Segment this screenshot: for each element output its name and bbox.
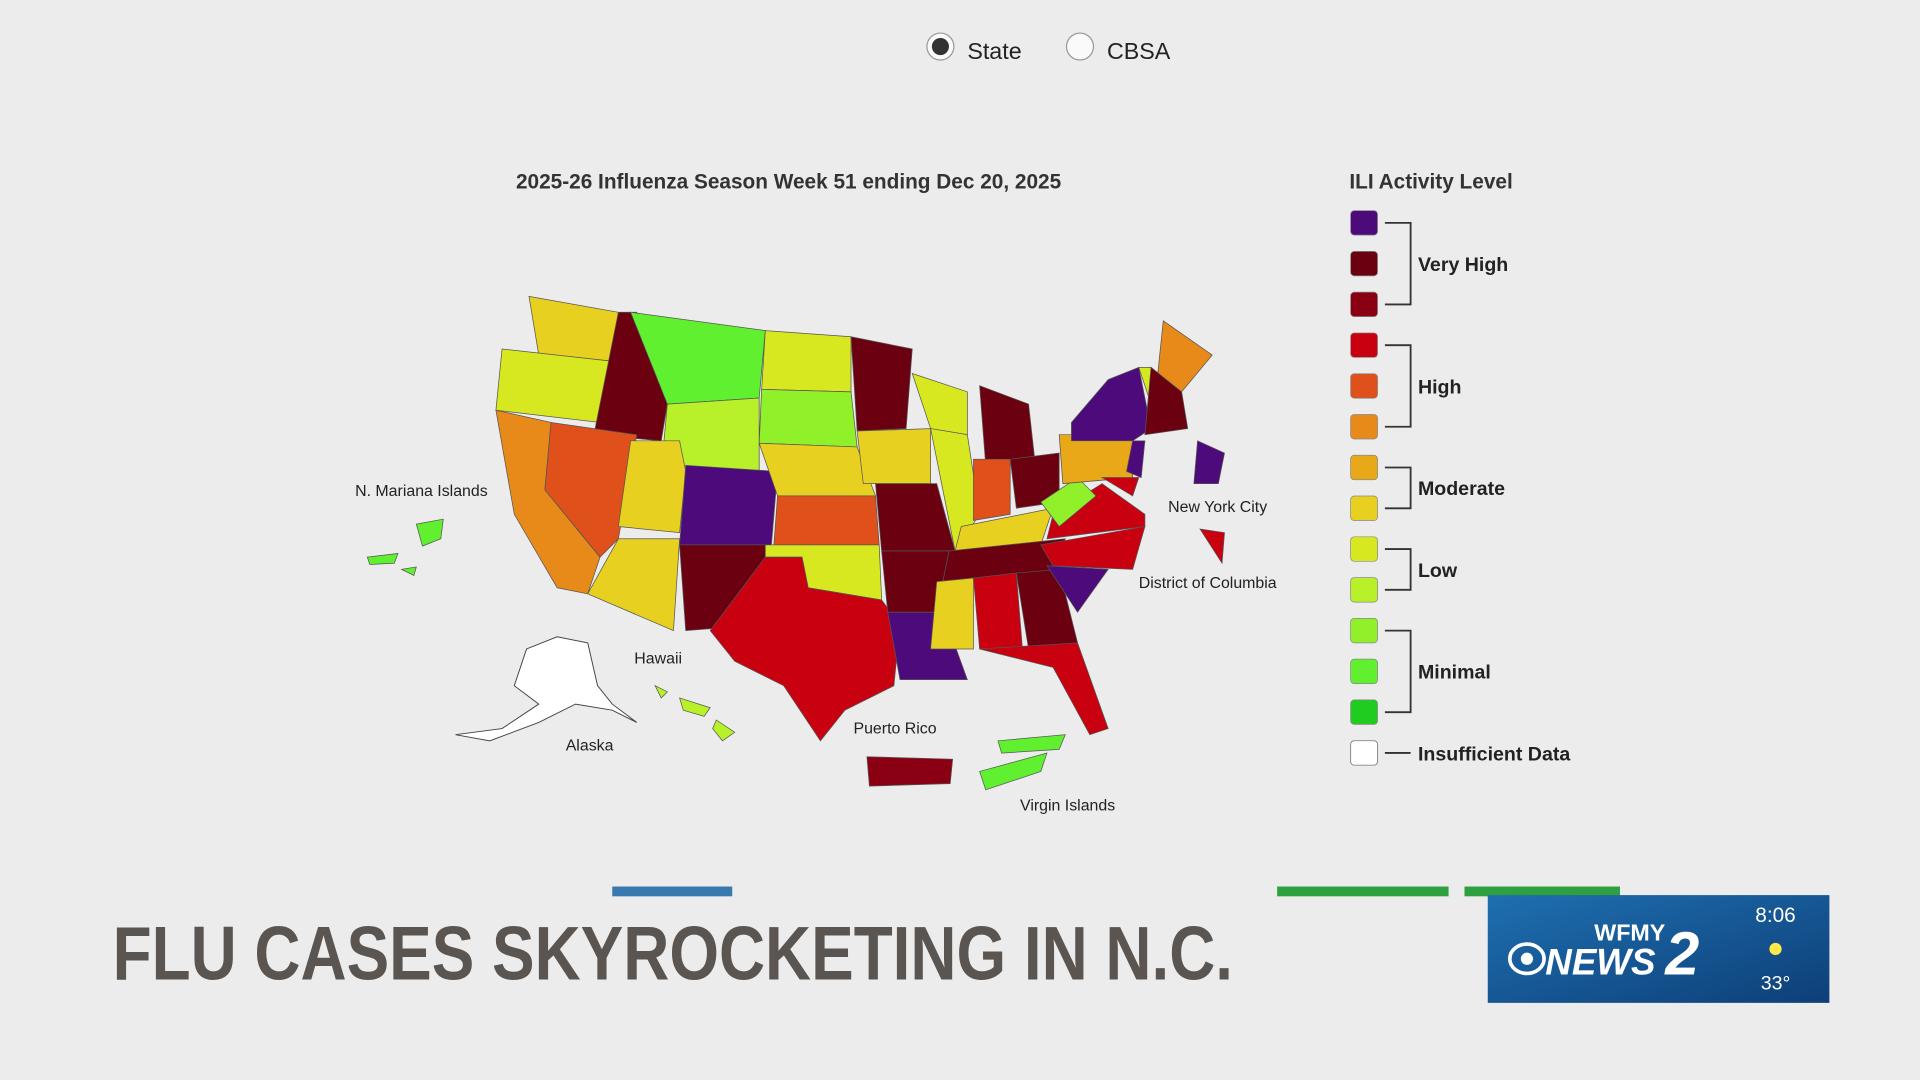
region: [1126, 440, 1146, 479]
region: [773, 495, 880, 546]
legend-swatch: [1350, 251, 1378, 277]
region: [1040, 526, 1146, 570]
region: [979, 642, 1109, 736]
sun-icon: [1769, 942, 1782, 956]
region: [495, 348, 613, 423]
legend-label: Insufficient Data: [1418, 743, 1571, 765]
radio-label[interactable]: CBSA: [1107, 38, 1171, 64]
region: [712, 719, 736, 742]
region: [1040, 477, 1097, 528]
legend-bracket: [1384, 344, 1412, 428]
region: [366, 553, 399, 565]
legend-swatch: [1350, 495, 1378, 521]
legend-label: High: [1418, 376, 1462, 398]
map-title: 2025-26 Influenza Season Week 51 ending …: [516, 171, 1061, 194]
cbs-eye: [1507, 942, 1546, 976]
temperature: 33°: [1761, 972, 1791, 994]
headline: FLU CASES SKYROCKETING IN N.C.: [113, 912, 1233, 997]
legend-bracket: [1384, 629, 1412, 714]
legend-bracket: [1384, 548, 1412, 591]
legend-bracket: [1384, 466, 1412, 510]
station-brand: NEWS: [1545, 942, 1656, 983]
region: [709, 556, 901, 742]
territory-label: Hawaii: [634, 651, 682, 668]
legend-label: Low: [1418, 560, 1458, 582]
radio-dot: [931, 37, 949, 56]
territory-label: Puerto Rico: [853, 720, 936, 737]
legend-swatch: [1350, 536, 1378, 562]
region: [1046, 565, 1109, 613]
region: [856, 428, 931, 485]
region: [758, 389, 858, 448]
territory-label: New York City: [1168, 499, 1267, 516]
legend-swatch: [1350, 658, 1378, 684]
region: [593, 311, 668, 442]
legend-bracket: [1384, 221, 1412, 306]
region: [761, 330, 852, 393]
legend-swatch: [1350, 210, 1378, 236]
region: [679, 697, 711, 717]
legend-swatch: [1350, 291, 1378, 318]
legend-swatch: [1350, 332, 1378, 358]
legend-swatch: [1350, 577, 1378, 603]
cbs-eye-pupil: [1520, 952, 1534, 965]
radio-button[interactable]: [1065, 32, 1095, 61]
territory-label: District of Columbia: [1139, 575, 1277, 592]
legend-swatch: [1350, 414, 1378, 440]
region: [866, 756, 954, 787]
region: [587, 538, 680, 632]
legend-swatch: [1350, 373, 1378, 399]
region: [1100, 477, 1140, 497]
region: [1058, 434, 1134, 485]
legend-label: Very High: [1418, 254, 1508, 276]
region: [850, 336, 913, 432]
legend-swatch: [1350, 454, 1378, 481]
region: [654, 684, 668, 699]
clock: 8:06: [1755, 904, 1795, 927]
region: [997, 734, 1066, 754]
radio-label[interactable]: State: [967, 38, 1021, 64]
legend-swatch: [1350, 699, 1378, 725]
legend-swatch: [1350, 618, 1378, 644]
legend-title: ILI Activity Level: [1349, 171, 1512, 194]
region: [930, 577, 974, 650]
territory-label: Alaska: [566, 738, 614, 755]
territory-label: Virgin Islands: [1020, 798, 1115, 815]
region: [544, 422, 638, 558]
territory-label: N. Mariana Islands: [355, 483, 488, 500]
alaska-outline: [455, 636, 638, 742]
station-call: WFMY: [1594, 919, 1666, 945]
region: [400, 566, 417, 577]
button-edge[interactable]: [1464, 886, 1620, 897]
region: [979, 752, 1048, 791]
region: [1193, 440, 1225, 485]
station-channel: 2: [1664, 920, 1699, 988]
region: [1199, 528, 1225, 565]
region: [679, 464, 778, 546]
button-edge[interactable]: [612, 886, 733, 897]
button-edge[interactable]: [1277, 886, 1449, 897]
legend-swatch: [1350, 740, 1379, 766]
legend-label: Moderate: [1418, 478, 1505, 500]
legend-label: Minimal: [1418, 662, 1491, 684]
region: [1046, 483, 1146, 540]
region: [1144, 366, 1189, 436]
region: [973, 458, 1011, 521]
region: [617, 440, 687, 534]
region: [758, 442, 877, 497]
region: [415, 518, 444, 547]
region: [973, 572, 1023, 650]
